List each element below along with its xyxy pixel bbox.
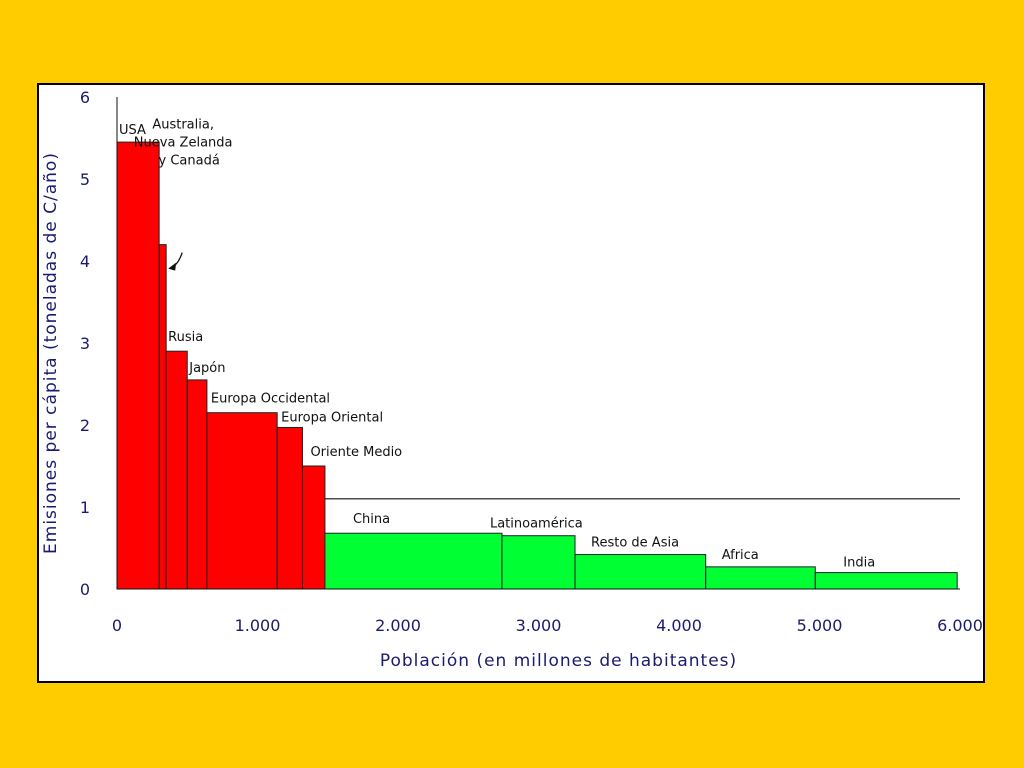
region-label: India bbox=[843, 556, 875, 571]
chart-frame: USA Australia, Nueva Zelanda y Canadá Rusia J… bbox=[37, 83, 985, 683]
region-label: Australia, Nueva Zelanda y Canadá bbox=[134, 118, 233, 169]
region-label: Rusia bbox=[168, 330, 203, 345]
bar-resto bbox=[574, 554, 707, 590]
bar-usa bbox=[116, 141, 160, 590]
x-tick-label: 5.000 bbox=[797, 616, 843, 635]
y-tick-label: 0 bbox=[80, 580, 90, 599]
x-tick-label: 3.000 bbox=[516, 616, 562, 635]
bar-latinoamérica bbox=[501, 535, 576, 590]
x-tick-label: 0 bbox=[112, 616, 122, 635]
emissions-chart: USA Australia, Nueva Zelanda y Canadá Rusia J… bbox=[41, 88, 983, 671]
bars-group bbox=[116, 141, 958, 590]
x-tick-label: 4.000 bbox=[656, 616, 702, 635]
bar-europa bbox=[276, 426, 303, 590]
x-tick-labels: 0 1.000 2.000 3.000 4.000 5.000 6.000 bbox=[112, 616, 983, 635]
y-tick-label: 1 bbox=[80, 498, 90, 517]
region-label: USA bbox=[119, 123, 146, 138]
region-label: China bbox=[353, 512, 390, 527]
region-label: Resto de Asia bbox=[591, 536, 679, 551]
y-tick-label: 3 bbox=[80, 334, 90, 353]
x-axis-title: Población (en millones de habitantes) bbox=[380, 651, 737, 671]
y-axis-title: Emisiones per cápita (toneladas de C/año… bbox=[41, 152, 61, 554]
bar-australia bbox=[158, 244, 167, 590]
bar-japón bbox=[186, 379, 208, 590]
region-label: Oriente Medio bbox=[310, 445, 402, 460]
y-tick-label: 4 bbox=[80, 252, 90, 271]
region-label: Latinoamérica bbox=[490, 517, 583, 532]
y-tick-labels: 0 1 2 3 4 5 6 bbox=[80, 88, 90, 599]
bar-oriente bbox=[301, 465, 326, 590]
bar-rusia bbox=[165, 350, 188, 590]
region-labels-group: USA Australia, Nueva Zelanda y Canadá Rusia J… bbox=[119, 118, 875, 571]
region-label: Africa bbox=[722, 548, 759, 563]
bar-china bbox=[324, 532, 503, 590]
y-tick-label: 2 bbox=[80, 416, 90, 435]
region-label: Europa Occidental bbox=[211, 392, 330, 407]
region-label: Japón bbox=[188, 361, 225, 376]
bar-india bbox=[814, 572, 958, 590]
bar-africa bbox=[705, 566, 816, 590]
x-tick-label: 6.000 bbox=[937, 616, 983, 635]
y-tick-label: 5 bbox=[80, 170, 90, 189]
x-tick-label: 2.000 bbox=[375, 616, 421, 635]
bar-europa bbox=[206, 412, 278, 590]
australia-arrowhead-icon bbox=[168, 262, 177, 271]
region-label: Europa Oriental bbox=[281, 410, 383, 425]
y-tick-label: 6 bbox=[80, 88, 90, 107]
x-tick-label: 1.000 bbox=[235, 616, 281, 635]
